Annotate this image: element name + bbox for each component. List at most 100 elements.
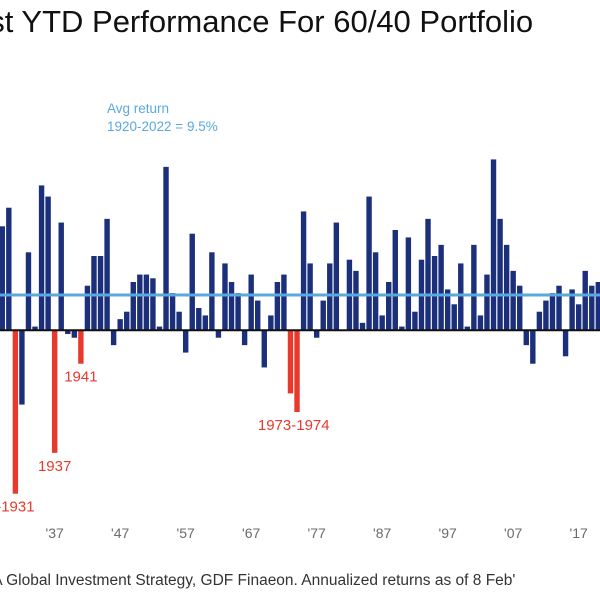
bar-1936 bbox=[45, 196, 51, 331]
bar-2000 bbox=[464, 326, 471, 331]
bar-1940 bbox=[71, 330, 78, 338]
highlight-label-1937: 1937 bbox=[38, 458, 71, 475]
bar-1994 bbox=[425, 218, 431, 331]
avg-return-period-label: 1920-2022 = 9.5% bbox=[107, 119, 218, 134]
bar-1953 bbox=[156, 326, 163, 331]
bar-1966 bbox=[241, 330, 248, 346]
bar-1986 bbox=[372, 252, 379, 331]
chart-title: est YTD Performance For 60/40 Portfolio bbox=[0, 4, 534, 39]
tick-label-1937: '37 bbox=[46, 525, 64, 541]
highlight-label-1941: 1941 bbox=[64, 369, 97, 386]
bar-2003 bbox=[484, 274, 490, 331]
bar-2001 bbox=[471, 244, 477, 331]
highlight-labels: -1931 1937 1941 1973-1974 bbox=[0, 369, 330, 516]
bar-2011 bbox=[536, 311, 543, 331]
bar-1992 bbox=[412, 311, 418, 331]
tick-label-1987: '87 bbox=[373, 525, 391, 541]
avg-return-label: Avg return bbox=[107, 101, 169, 116]
bar-1999 bbox=[458, 263, 464, 331]
bar-1958 bbox=[189, 233, 195, 331]
highlight-label-1931: -1931 bbox=[0, 499, 35, 516]
bar-1967 bbox=[248, 274, 254, 331]
tick-label-2017: '17 bbox=[570, 525, 588, 541]
bar-1939 bbox=[65, 330, 71, 334]
bar-1946 bbox=[110, 330, 117, 346]
bar-2017 bbox=[575, 304, 582, 331]
bar-2014 bbox=[556, 285, 562, 331]
bar-2010 bbox=[530, 330, 536, 364]
bar-series bbox=[0, 159, 600, 494]
bar-1962 bbox=[215, 330, 222, 338]
tick-label-1957: '57 bbox=[177, 525, 195, 541]
bar-1984 bbox=[359, 322, 366, 331]
bar-1931 bbox=[12, 330, 19, 494]
bar-1978 bbox=[320, 300, 326, 331]
bar-1948 bbox=[124, 311, 130, 331]
bar-1960 bbox=[202, 315, 209, 331]
bar-1973 bbox=[287, 330, 294, 394]
bar-1983 bbox=[353, 270, 359, 331]
bar-1961 bbox=[209, 252, 215, 331]
bar-1929 bbox=[0, 226, 5, 331]
bar-1997 bbox=[444, 289, 451, 331]
bar-1938 bbox=[58, 222, 64, 331]
bar-1971 bbox=[274, 282, 281, 331]
bar-1937 bbox=[51, 330, 58, 453]
bar-1934 bbox=[32, 326, 38, 331]
bar-1943 bbox=[91, 256, 97, 331]
bar-2006 bbox=[503, 244, 510, 331]
bar-1956 bbox=[176, 311, 182, 331]
bar-1949 bbox=[130, 282, 136, 331]
bar-1933 bbox=[25, 252, 32, 331]
tick-label-1977: '77 bbox=[308, 525, 326, 541]
bar-2016 bbox=[569, 289, 575, 331]
bar-1952 bbox=[150, 278, 156, 331]
bar-2019 bbox=[589, 285, 595, 331]
bar-1941 bbox=[78, 330, 84, 364]
bar-1930 bbox=[6, 207, 12, 331]
bar-1957 bbox=[182, 330, 189, 353]
bar-1991 bbox=[405, 237, 412, 331]
bar-1970 bbox=[268, 315, 274, 331]
bar-2009 bbox=[523, 330, 529, 346]
bar-1972 bbox=[281, 274, 287, 331]
bar-1998 bbox=[451, 304, 457, 331]
bar-1985 bbox=[366, 196, 372, 331]
bar-1959 bbox=[196, 308, 202, 331]
bar-2008 bbox=[517, 285, 523, 331]
bar-1963 bbox=[222, 263, 228, 331]
bar-1996 bbox=[438, 244, 444, 331]
bar-1979 bbox=[327, 263, 333, 331]
bar-1954 bbox=[163, 166, 169, 331]
bar-1944 bbox=[97, 256, 104, 331]
bar-1980 bbox=[333, 222, 340, 331]
tick-label-2007: '07 bbox=[504, 525, 522, 541]
bar-2012 bbox=[543, 300, 549, 331]
bar-1951 bbox=[143, 274, 150, 331]
bar-2002 bbox=[477, 315, 484, 331]
bar-2013 bbox=[549, 293, 556, 331]
bar-1964 bbox=[228, 282, 235, 331]
bar-1990 bbox=[399, 326, 405, 331]
bar-2020 bbox=[595, 282, 600, 331]
x-axis-tick-labels: '37 '47 '57 '67 '77 '87 '97 '07 '17 bbox=[46, 525, 588, 541]
highlight-label-19731974: 1973-1974 bbox=[258, 417, 330, 434]
bar-2004 bbox=[490, 159, 497, 331]
source-footnote: fA Global Investment Strategy, GDF Finae… bbox=[0, 572, 516, 589]
bar-1988 bbox=[386, 282, 392, 331]
bar-1995 bbox=[431, 256, 438, 331]
bar-1969 bbox=[261, 330, 267, 368]
bar-1942 bbox=[84, 285, 91, 331]
bar-1974 bbox=[294, 330, 300, 412]
bar-1976 bbox=[307, 263, 313, 331]
bar-2007 bbox=[510, 270, 516, 331]
tick-label-1947: '47 bbox=[111, 525, 129, 541]
bar-1977 bbox=[313, 330, 320, 338]
bar-1947 bbox=[117, 319, 123, 331]
bar-1935 bbox=[38, 185, 45, 331]
bar-2015 bbox=[562, 330, 569, 357]
bar-1955 bbox=[169, 293, 176, 331]
bar-1932 bbox=[19, 330, 25, 405]
bar-1975 bbox=[300, 211, 307, 331]
bar-2018 bbox=[582, 270, 588, 331]
